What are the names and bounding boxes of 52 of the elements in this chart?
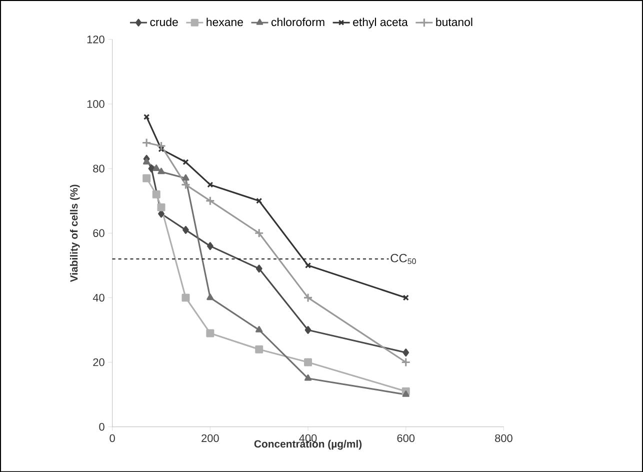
point (256, 264, 262, 273)
x-tick-label: 800 (495, 434, 512, 442)
y-tick-label: 80 (93, 164, 104, 172)
legend-label: ethyl aceta (353, 18, 408, 28)
point (256, 326, 263, 332)
point (182, 294, 190, 302)
y-tick-label: 40 (92, 294, 104, 302)
point (402, 348, 410, 356)
point (255, 345, 264, 354)
point (182, 226, 189, 234)
x-tick-label: 200 (202, 434, 219, 442)
point (157, 203, 166, 212)
point (182, 158, 189, 166)
point (206, 242, 214, 250)
point (182, 174, 190, 181)
point (402, 390, 410, 397)
point (156, 141, 166, 151)
point (401, 357, 411, 367)
point (304, 326, 312, 334)
legend-label: butanol (436, 18, 472, 26)
y-tick-label: 120 (87, 35, 104, 44)
y-tick-label: 60 (93, 229, 104, 237)
point (256, 198, 262, 204)
point (152, 190, 160, 198)
ref-line-label: CC$_{50}$ (390, 254, 416, 264)
point (142, 138, 152, 148)
point (158, 168, 165, 174)
point (158, 146, 164, 152)
y-tick-label: 20 (93, 358, 104, 366)
point (142, 174, 151, 182)
y-tick-label: 0 (99, 422, 104, 431)
point (304, 374, 312, 381)
point (152, 164, 160, 171)
y-axis-title: Viability of cells (%) (70, 184, 80, 282)
point (143, 158, 150, 164)
x-tick-label: 400 (299, 434, 317, 442)
point (206, 294, 214, 300)
point (206, 329, 214, 338)
point (148, 164, 155, 172)
point (254, 228, 264, 238)
point (303, 292, 313, 302)
x-tick-label: 0 (110, 434, 115, 442)
legend-label: chloroform (271, 18, 324, 26)
point (304, 358, 312, 366)
point (304, 262, 312, 268)
y-tick-label: 100 (87, 100, 104, 108)
point (180, 180, 191, 190)
point (205, 196, 215, 206)
legend-label: crude (150, 18, 178, 26)
legend-label: hexane (206, 18, 243, 26)
point (207, 182, 214, 188)
x-tick-label: 600 (397, 434, 415, 442)
